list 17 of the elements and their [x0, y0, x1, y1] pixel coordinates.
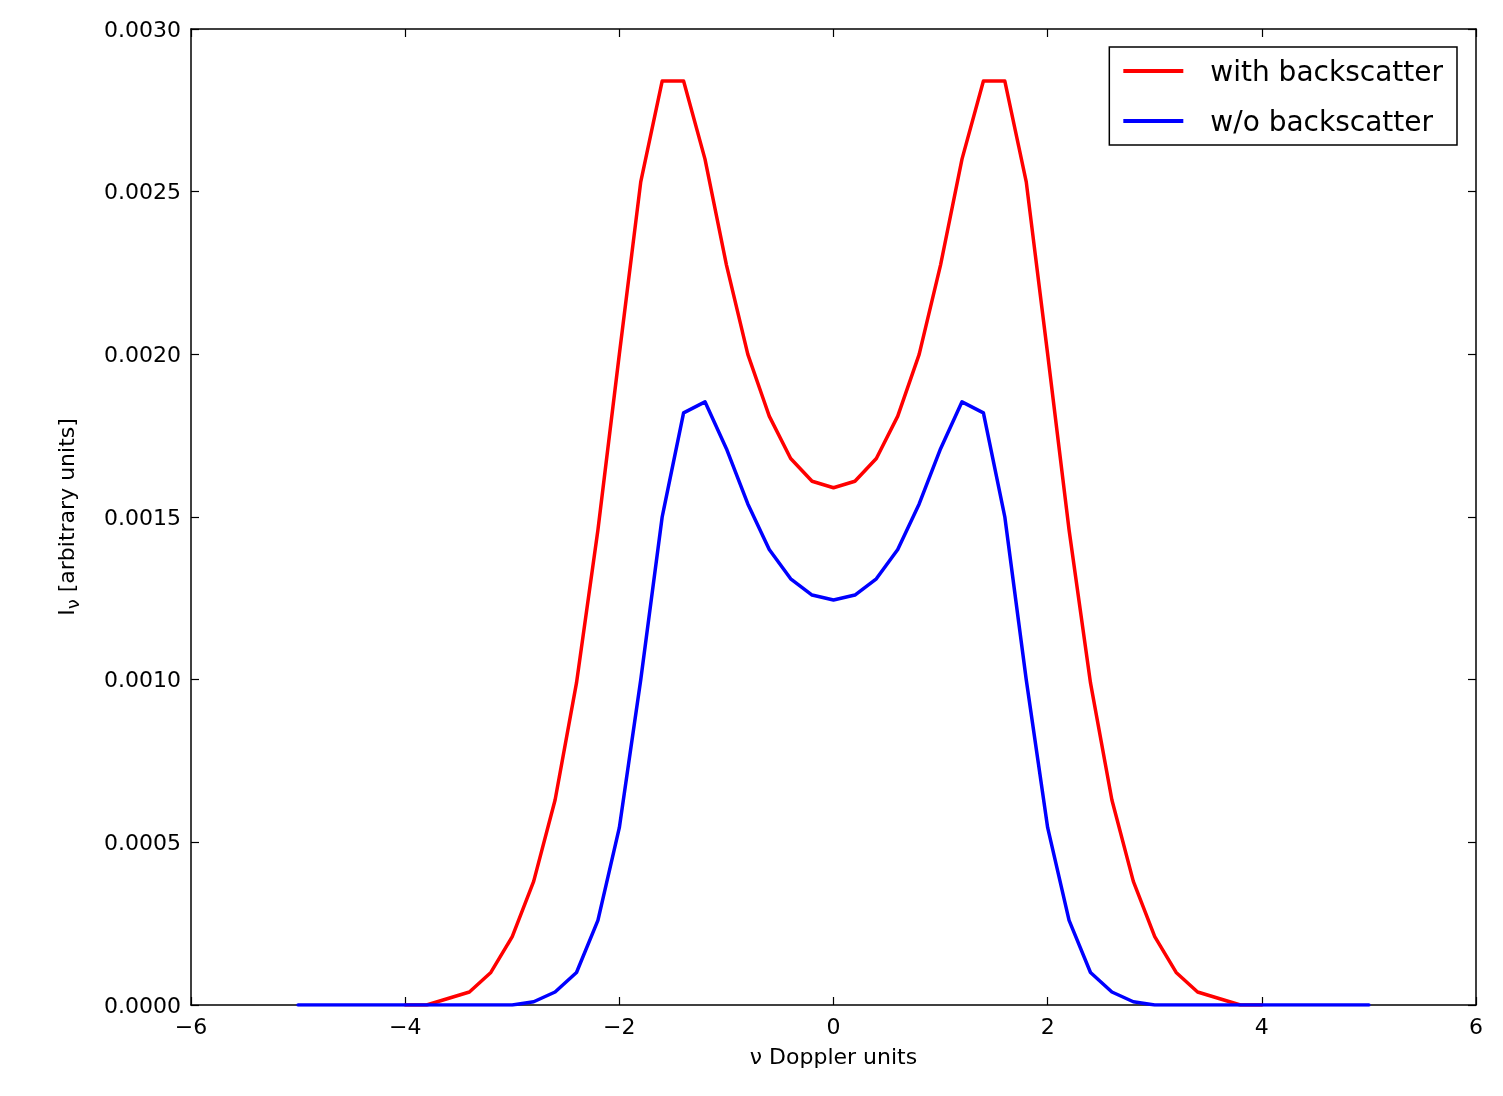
y-tick-label: 0.0015 [104, 504, 181, 530]
y-axis-title: Iν [arbitrary units] [53, 418, 83, 616]
y-tick-label: 0.0025 [104, 179, 181, 205]
x-tick-label: −2 [603, 1013, 636, 1039]
x-tick-label: 4 [1254, 1013, 1269, 1039]
y-tick-label: 0.0030 [104, 16, 181, 42]
y-tick-label: 0.0020 [104, 341, 181, 367]
line-series [296, 400, 1371, 1007]
x-tick-label: 0 [826, 1013, 841, 1039]
x-tick-label: 6 [1469, 1013, 1483, 1039]
x-tick-label: −4 [388, 1013, 422, 1039]
legend-label: with backscatter [1210, 54, 1444, 88]
y-tick-label: 0.0005 [104, 829, 181, 855]
y-tick-label: 0.0010 [104, 667, 181, 693]
legend-label: w/o backscatter [1210, 104, 1434, 138]
x-tick-label: 2 [1040, 1013, 1055, 1039]
x-axis-title: ν Doppler units [749, 1043, 918, 1069]
